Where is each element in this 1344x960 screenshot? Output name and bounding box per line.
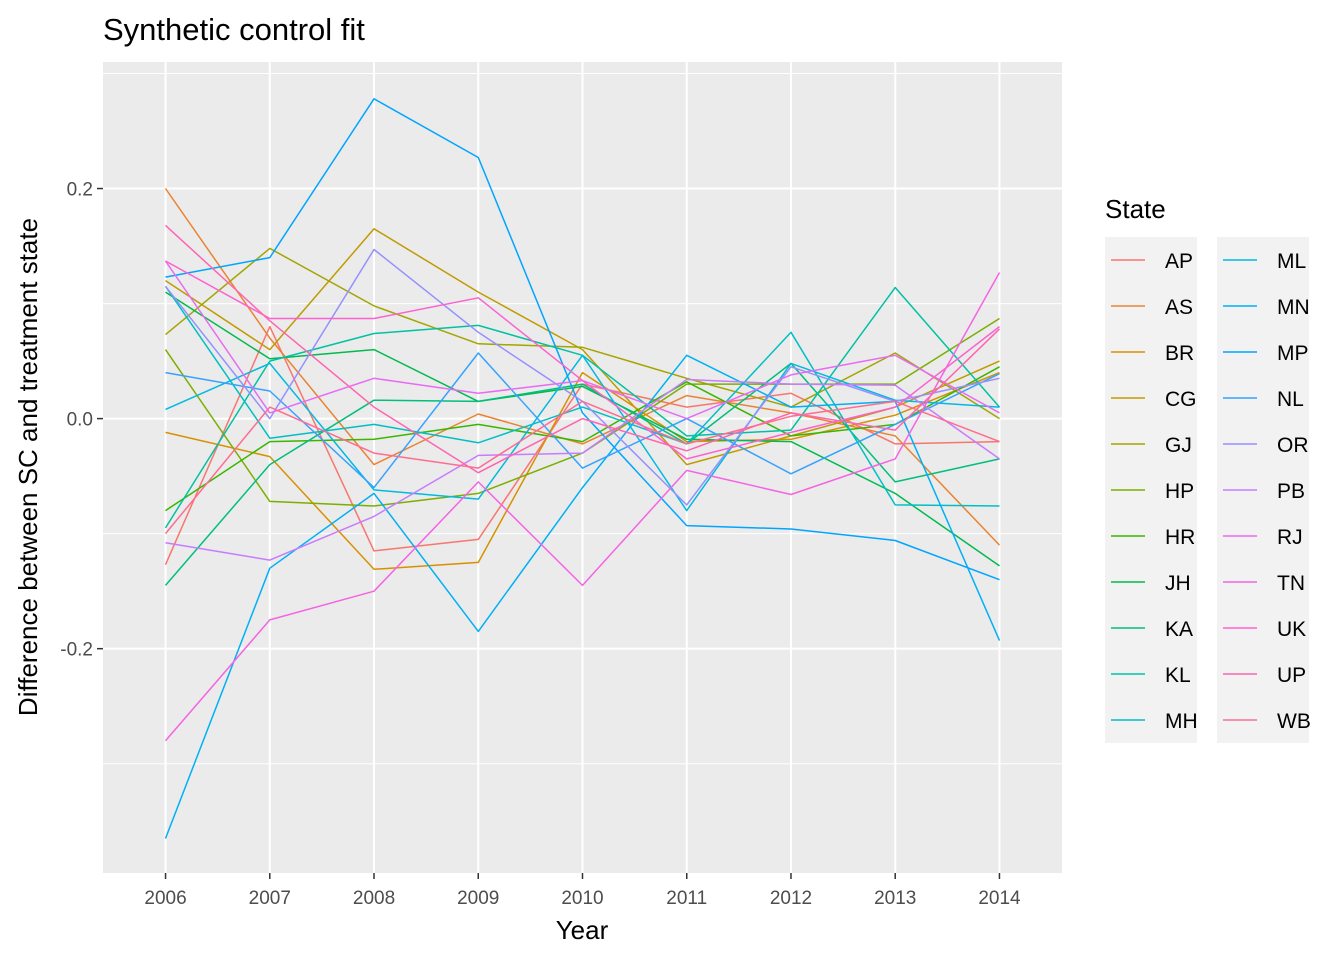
legend-label-up: UP bbox=[1277, 664, 1306, 687]
legend: State AP AS BR CG GJ HP HR JH KA KL MH ML MN MP NL OR PB… bbox=[1105, 194, 1311, 743]
y-tick-label: -0.2 bbox=[60, 640, 93, 661]
x-tick-label: 2010 bbox=[561, 888, 603, 909]
series-line-br bbox=[165, 371, 1000, 571]
legend-label-gj: GJ bbox=[1165, 434, 1192, 457]
legend-label-hr: HR bbox=[1165, 526, 1195, 549]
legend-label-ka: KA bbox=[1165, 618, 1193, 641]
legend-label-cg: CG bbox=[1165, 388, 1197, 411]
x-axis-title: Year bbox=[556, 915, 609, 945]
legend-label-pb: PB bbox=[1277, 480, 1305, 503]
series-line-up bbox=[164, 224, 1001, 474]
legend-label-hp: HP bbox=[1165, 480, 1194, 503]
legend-label-uk: UK bbox=[1277, 618, 1306, 641]
series-line-mh bbox=[164, 285, 1000, 507]
x-tick-label: 2012 bbox=[770, 888, 812, 909]
series-line-mn bbox=[164, 354, 1001, 839]
series-line-tn bbox=[164, 272, 1001, 742]
series-line-jh bbox=[165, 291, 1000, 567]
series-line-cg bbox=[165, 228, 1000, 466]
legend-label-as: AS bbox=[1165, 296, 1193, 319]
x-tick-label: 2009 bbox=[457, 888, 499, 909]
x-tick-label: 2008 bbox=[353, 888, 395, 909]
series-line-hr bbox=[165, 366, 1000, 512]
legend-label-mh: MH bbox=[1165, 710, 1198, 733]
series-line-gj bbox=[165, 247, 1000, 420]
chart-title: Synthetic control fit bbox=[103, 12, 365, 47]
legend-label-tn: TN bbox=[1277, 572, 1305, 595]
legend-label-mn: MN bbox=[1277, 296, 1310, 319]
legend-items: AP AS BR CG GJ HP HR JH KA KL MH ML MN MP NL OR PB RJ TN UK… bbox=[1105, 237, 1311, 743]
series-line-ka bbox=[164, 362, 1000, 586]
legend-label-ap: AP bbox=[1165, 250, 1193, 273]
x-tick-label: 2007 bbox=[249, 888, 291, 909]
legend-label-or: OR bbox=[1277, 434, 1309, 457]
legend-label-jh: JH bbox=[1165, 572, 1191, 595]
series-line-pb bbox=[165, 378, 1000, 561]
x-tick-label: 2014 bbox=[978, 888, 1021, 909]
y-axis: -0.2 0.0 0.2 bbox=[60, 180, 103, 661]
series-line-ml bbox=[165, 354, 1000, 512]
legend-label-mp: MP bbox=[1277, 342, 1309, 365]
x-tick-label: 2011 bbox=[666, 888, 707, 909]
series-line-uk bbox=[165, 260, 1000, 460]
series-line-mp bbox=[165, 98, 1000, 581]
series-line-wb bbox=[164, 400, 1000, 535]
x-tick-label: 2006 bbox=[144, 888, 186, 909]
y-tick-label: 0.0 bbox=[67, 410, 93, 431]
x-axis: 2006 2007 2008 2009 2010 2011 2012 2013 2014 bbox=[144, 873, 1021, 909]
legend-label-kl: KL bbox=[1165, 664, 1191, 687]
legend-label-wb: WB bbox=[1277, 710, 1311, 733]
legend-label-rj: RJ bbox=[1277, 526, 1303, 549]
series-lines bbox=[164, 98, 1001, 839]
y-axis-title: Difference between SC and treatment stat… bbox=[13, 218, 43, 716]
x-tick-label: 2013 bbox=[874, 888, 916, 909]
legend-title: State bbox=[1105, 194, 1166, 224]
legend-label-ml: ML bbox=[1277, 250, 1306, 273]
legend-label-br: BR bbox=[1165, 342, 1194, 365]
y-tick-label: 0.2 bbox=[67, 180, 93, 201]
legend-label-nl: NL bbox=[1277, 388, 1304, 411]
